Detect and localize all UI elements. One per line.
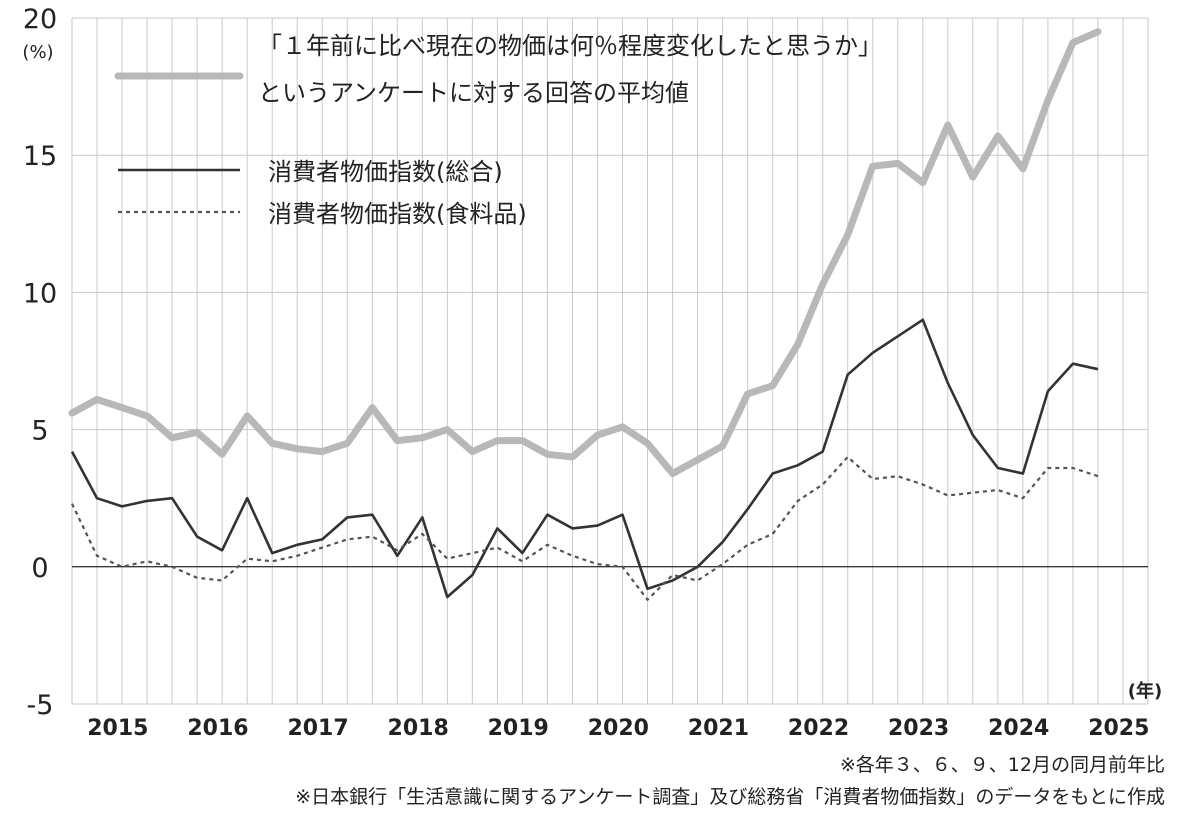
y-tick-label: 5	[31, 416, 48, 447]
y-unit-label: (%)	[22, 42, 53, 63]
x-tick-label: 2018	[388, 716, 449, 741]
series-line-3	[71, 455, 1099, 601]
legend-label-2: 消費者物価指数(総合)	[268, 158, 503, 186]
x-tick-label: 2020	[588, 716, 649, 741]
legend-label-1: というアンケートに対する回答の平均値	[258, 79, 689, 107]
x-tick-label: 2015	[87, 716, 148, 741]
y-tick-label: 10	[23, 278, 57, 309]
x-tick-label: 2019	[488, 716, 549, 741]
series-line-2	[70, 318, 1099, 599]
x-tick-label: 2016	[187, 716, 248, 741]
series-lines	[68, 28, 1102, 601]
y-tick-label: 15	[23, 141, 57, 172]
y-axis: -5 0 5 10 15 20	[23, 4, 57, 721]
x-tick-label: 2025	[1088, 716, 1149, 741]
x-tick-label: 2024	[988, 716, 1049, 741]
y-tick-label: 0	[31, 553, 48, 584]
y-tick-label: 20	[23, 4, 57, 35]
footnote-source: ※日本銀行「生活意識に関するアンケート調査」及び総務省「消費者物価指数」のデータ…	[295, 786, 1165, 808]
series-line-1	[68, 28, 1102, 477]
x-tick-label: 2017	[287, 716, 348, 741]
x-tick-label: 2021	[688, 716, 749, 741]
x-axis: 2015 2016 2017 2018 2019 2020 2021 2022 2023 2024…	[87, 716, 1149, 741]
footnote-period: ※各年３、６、９、12月の同月前年比	[839, 754, 1165, 776]
legend-label-3: 消費者物価指数(食料品)	[268, 200, 527, 228]
x-tick-label: 2023	[888, 716, 949, 741]
legend-label-1: 「１年前に比べ現在の物価は何％程度変化したと思うか」	[258, 32, 882, 60]
legend: 「１年前に比べ現在の物価は何％程度変化したと思うか」というアンケートに対する回答…	[114, 32, 882, 228]
x-unit-label: (年)	[1128, 680, 1162, 702]
y-tick-label: -5	[27, 690, 54, 721]
grid	[71, 17, 1149, 705]
x-tick-label: 2022	[788, 716, 849, 741]
